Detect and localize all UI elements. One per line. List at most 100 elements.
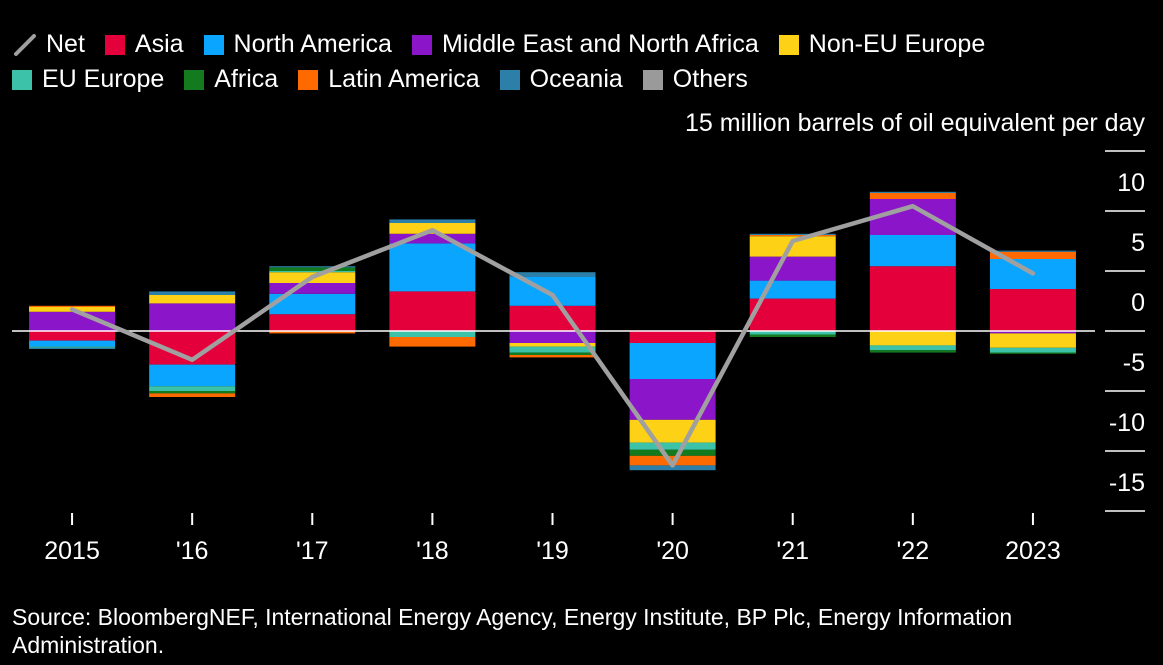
bar-segment	[869, 191, 956, 193]
bar-segment	[269, 331, 356, 334]
bar-segment	[149, 364, 236, 387]
y-tick-label: 5	[1131, 229, 1145, 257]
bar-segment	[29, 340, 116, 347]
line-icon	[14, 33, 36, 56]
bar-segment	[749, 331, 836, 335]
bar-segment	[629, 465, 716, 471]
bar-segment	[269, 271, 356, 273]
bar-segment	[869, 331, 956, 346]
bar-segment	[509, 331, 596, 343]
legend-label: Others	[672, 65, 748, 93]
bar-segment	[269, 266, 356, 268]
legend-label: Latin America	[328, 65, 480, 93]
bar-segment	[149, 391, 236, 394]
bar-segment	[869, 345, 956, 351]
bar-segment	[149, 386, 236, 391]
legend-label: Middle East and North Africa	[441, 30, 759, 58]
bar-segment	[149, 291, 236, 295]
bar-segment	[149, 303, 236, 331]
bar-segment	[269, 267, 356, 271]
bar-segment	[389, 233, 476, 244]
legend-item: Oceania	[499, 65, 623, 94]
legend-swatch	[778, 34, 799, 55]
legend-item: Asia	[104, 30, 184, 59]
bar-segment	[989, 331, 1076, 334]
stacked-bar-chart: 10 5 0 -5 -10 -15 2015 '16 '17 '18 '19 '20 '21 '22 202…	[12, 150, 1145, 565]
bar-segment	[509, 272, 596, 277]
x-tick-label: '18	[416, 537, 449, 565]
legend-swatch	[642, 69, 663, 90]
legend-label: Net	[46, 30, 85, 58]
x-tick-label: '17	[296, 537, 329, 565]
legend-label: Asia	[134, 30, 184, 58]
bar-segment	[749, 233, 836, 235]
bar-segment	[989, 352, 1076, 354]
bar-segment	[509, 352, 596, 355]
bar-segment	[869, 350, 956, 353]
bar-segment	[989, 251, 1076, 259]
bar-segment	[869, 235, 956, 267]
bar-segment	[749, 298, 836, 331]
bar-segment	[29, 305, 116, 307]
legend-row: EU Europe Africa Latin America Oceania Other…	[12, 62, 1152, 97]
bar-segment	[389, 219, 476, 223]
legend-item: Middle East and North Africa	[411, 30, 759, 59]
bar-segment	[509, 305, 596, 331]
bar-segment	[749, 236, 836, 257]
bar-segment	[989, 289, 1076, 331]
bar-segment	[629, 442, 716, 450]
legend-swatch	[184, 69, 205, 90]
legend-swatch	[298, 69, 319, 90]
legend-label: EU Europe	[42, 65, 165, 93]
bar-segment	[389, 291, 476, 331]
source-note: Source: BloombergNEF, International Ener…	[12, 604, 1013, 658]
bar-segment	[389, 337, 476, 347]
bar-segment	[509, 343, 596, 347]
bar-segment	[29, 331, 116, 341]
x-tick-label: '22	[897, 537, 930, 565]
bar-segment	[509, 346, 596, 353]
bar-segment	[29, 346, 116, 348]
bar-segment	[629, 343, 716, 379]
legend-swatch	[499, 69, 520, 90]
legend-item: Latin America	[298, 65, 480, 94]
bar-segment	[389, 243, 476, 292]
y-tick-label: -5	[1123, 349, 1145, 377]
bar-segment	[149, 295, 236, 304]
bar-segment	[269, 314, 356, 331]
bar-segment	[509, 355, 596, 358]
legend-item: Africa	[184, 65, 278, 94]
bar-segment	[989, 347, 1076, 353]
bar-segment	[389, 331, 476, 337]
legend-item: Net	[12, 30, 85, 59]
bar-segment	[869, 193, 956, 199]
legend-label: North America	[233, 30, 392, 58]
bar-segment	[989, 250, 1076, 252]
legend-item: Non-EU Europe	[778, 30, 986, 59]
x-tick-label: 2015	[44, 537, 100, 565]
bar-segment	[629, 455, 716, 466]
y-tick-label: 0	[1131, 289, 1145, 317]
net-line	[69, 203, 1036, 468]
bar-segment	[149, 393, 236, 397]
legend-row: Net Asia North America Middle East and Nort…	[12, 27, 1152, 62]
legend-swatch	[12, 69, 32, 90]
legend-swatch	[104, 34, 125, 55]
x-tick-label: '19	[536, 537, 569, 565]
legend-item: Others	[642, 65, 748, 94]
x-tick-label: '20	[656, 537, 689, 565]
x-tick-label: 2023	[1005, 537, 1061, 565]
legend-label: Non-EU Europe	[808, 30, 986, 58]
bar-segment	[749, 256, 836, 281]
legend-item: North America	[203, 30, 392, 59]
x-tick-label: '21	[776, 537, 809, 565]
bar-segment	[269, 283, 356, 294]
legend-label: Oceania	[529, 65, 623, 93]
legend-item: EU Europe	[12, 65, 164, 94]
y-tick-label: -15	[1109, 469, 1145, 497]
bar-segment	[629, 449, 716, 456]
bar-segment	[269, 293, 356, 315]
legend-label: Africa	[214, 65, 279, 93]
legend-swatch	[411, 34, 432, 55]
x-tick-label: '16	[176, 537, 209, 565]
